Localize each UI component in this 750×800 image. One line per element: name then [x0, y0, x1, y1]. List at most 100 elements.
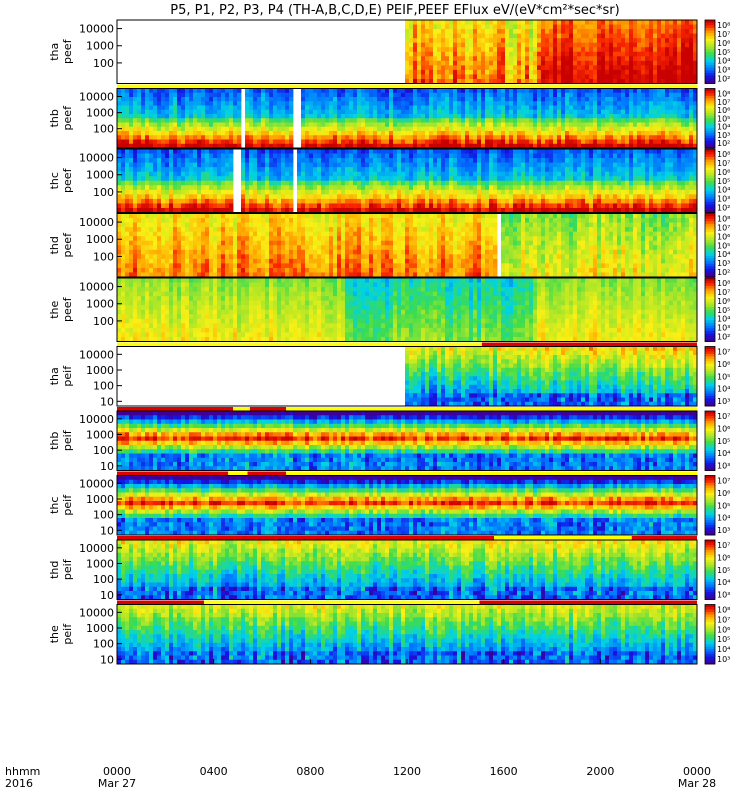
spectrogram-cell: [421, 97, 426, 102]
spectrogram-cell: [313, 135, 318, 140]
spectrogram-cell: [521, 207, 526, 213]
spectrogram-cell: [445, 88, 450, 94]
spectrogram-cell: [333, 153, 338, 159]
spectrogram-cell: [553, 171, 558, 177]
spectrogram-cell: [397, 131, 402, 136]
spectrogram-cell: [465, 180, 470, 186]
spectrogram-cell: [601, 92, 606, 98]
spectrogram-cell: [617, 78, 622, 84]
spectrogram-cell: [569, 167, 574, 173]
spectrogram-cell: [489, 207, 494, 213]
spectrogram-cell: [121, 149, 126, 154]
spectrogram-cell: [249, 185, 254, 191]
spectrogram-cell: [637, 118, 642, 123]
spectrogram-cell: [533, 51, 538, 57]
spectrogram-cell: [521, 131, 526, 136]
spectrogram-cell: [557, 185, 562, 191]
spectrogram-cell: [565, 60, 570, 66]
spectrogram-cell: [489, 33, 494, 39]
spectrogram-cell: [445, 185, 450, 191]
spectrogram-cell: [673, 122, 678, 128]
spectrogram-cell: [401, 143, 406, 149]
spectrogram-cell: [209, 92, 214, 98]
spectrogram-cell: [421, 143, 426, 149]
spectrogram-cell: [225, 203, 230, 209]
spectrogram-cell: [529, 167, 534, 173]
spectrogram-cell: [461, 105, 466, 111]
spectrogram-cell: [461, 203, 466, 209]
spectrogram-cell: [153, 194, 158, 200]
spectrogram-cell: [345, 135, 350, 140]
spectrogram-cell: [405, 139, 410, 145]
spectrogram-cell: [177, 171, 182, 177]
spectrogram-cell: [121, 126, 126, 132]
spectrogram-cell: [501, 78, 506, 84]
spectrogram-cell: [317, 88, 322, 94]
spectrogram-cell: [537, 20, 542, 25]
spectrogram-cell: [637, 176, 642, 182]
spectrogram-cell: [533, 97, 538, 102]
spectrogram-cell: [625, 207, 630, 213]
spectrogram-cell: [609, 122, 614, 128]
spectrogram-cell: [449, 38, 454, 44]
spectrogram-cell: [581, 180, 586, 186]
spectrogram-cell: [493, 78, 498, 84]
spectrogram-cell: [629, 126, 634, 132]
spectrogram-cell: [301, 203, 306, 209]
spectrogram-cell: [289, 143, 294, 149]
spectrogram-cell: [537, 162, 542, 168]
spectrogram-cell: [197, 88, 202, 94]
spectrogram-cell: [193, 101, 198, 106]
spectrogram-cell: [157, 118, 162, 123]
spectrogram-cell: [673, 92, 678, 98]
spectrogram-cell: [149, 153, 154, 159]
spectrogram-cell: [521, 60, 526, 66]
spectrogram-cell: [673, 88, 678, 94]
spectrogram-cell: [361, 207, 366, 213]
spectrogram-cell: [677, 65, 682, 71]
spectrogram-cell: [129, 114, 134, 119]
spectrogram-cell: [201, 126, 206, 132]
spectrogram-cell: [485, 131, 490, 136]
spectrogram-cell: [625, 158, 630, 164]
spectrogram-cell: [637, 207, 642, 213]
spectrogram-cell: [193, 131, 198, 136]
spectrogram-cell: [289, 88, 294, 94]
spectrogram-cell: [645, 105, 650, 111]
spectrogram-cell: [661, 118, 666, 123]
spectrogram-cell: [493, 29, 498, 35]
spectrogram-cell: [341, 114, 346, 119]
spectrogram-cell: [589, 74, 594, 80]
spectrogram-cell: [665, 207, 670, 213]
spectrogram-cell: [149, 131, 154, 136]
spectrogram-cell: [573, 207, 578, 213]
spectrogram-cell: [653, 29, 658, 35]
spectrogram-cell: [153, 153, 158, 159]
spectrogram-cell: [469, 56, 474, 62]
spectrogram-cell: [245, 143, 250, 149]
spectrogram-cell: [417, 78, 422, 84]
spectrogram-cell: [481, 88, 486, 94]
spectrogram-cell: [329, 167, 334, 173]
colorbar-swatch: [705, 57, 715, 61]
spectrogram-cell: [141, 88, 146, 94]
spectrogram-cell: [601, 207, 606, 213]
spectrogram-cell: [205, 143, 210, 149]
spectrogram-cell: [557, 135, 562, 140]
spectrogram-cell: [561, 194, 566, 200]
spectrogram-cell: [529, 74, 534, 80]
spectrogram-cell: [273, 153, 278, 159]
spectrogram-cell: [373, 88, 378, 94]
spectrogram-cell: [289, 149, 294, 154]
spectrogram-cell: [245, 189, 250, 195]
spectrogram-cell: [357, 198, 362, 204]
spectrogram-cell: [585, 109, 590, 115]
spectrogram-cell: [169, 198, 174, 204]
spectrogram-cell: [185, 185, 190, 191]
spectrogram-cell: [497, 176, 502, 182]
spectrogram-cell: [229, 114, 234, 119]
spectrogram-cell: [577, 105, 582, 111]
spectrogram-cell: [617, 33, 622, 39]
spectrogram-cell: [525, 171, 530, 177]
spectrogram-cell: [369, 101, 374, 106]
